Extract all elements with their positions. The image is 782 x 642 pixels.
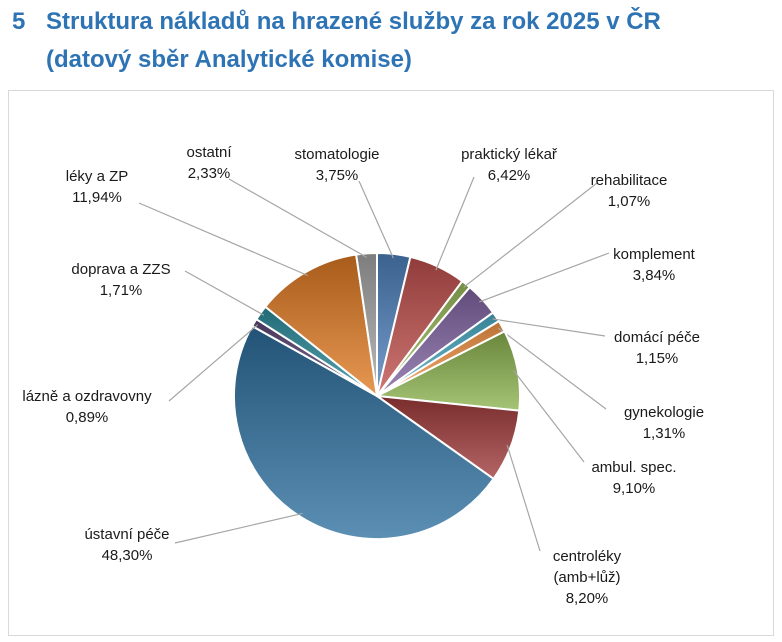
heading-title: Struktura nákladů na hrazené služby za r… [46,8,661,35]
data-label-stomatologie: stomatologie 3,75% [294,146,379,184]
leader-line-stomatologie [358,180,394,259]
leader-line-leky-a-zp [138,202,309,277]
leader-line-rehabilitace [463,182,598,288]
leader-line-lazne-a-ozdravovny [168,324,259,402]
data-label-ambul-spec: ambul. spec. 9,10% [591,459,676,497]
data-label-domaci-pece: domácí péče 1,15% [614,329,700,367]
data-label-prakticky-lekar: praktický lékař 6,42% [461,146,558,184]
leader-line-domaci-pece [492,318,606,337]
pie-chart: stomatologie 3,75% praktický lékař 6,42% reh… [22,144,704,607]
data-label-komplement: komplement 3,84% [613,246,696,284]
pie-slice-ambul-spec [373,330,521,412]
leader-line-doprava-a-zzs [184,270,265,316]
leader-line-centroleky [506,444,541,552]
data-label-gynekologie: gynekologie 1,31% [624,404,704,442]
data-label-ustavni-pece: ústavní péče 48,30% [84,526,169,564]
data-label-lazne-a-ozdravovny: lázně a ozdravovny 0,89% [22,388,152,426]
leader-line-ambul-spec [513,370,585,463]
leader-line-prakticky-lekar [435,176,475,271]
pie-slice-ustavni-pece [233,324,495,541]
data-label-centroleky: centroléky (amb+lůž) 8,20% [553,548,622,607]
leader-line-ostatni [228,178,368,258]
leader-line-gynekologie [497,327,607,410]
data-label-rehabilitace: rehabilitace 1,07% [591,172,668,210]
data-label-ostatni: ostatní 2,33% [186,144,232,182]
leader-line-komplement [479,252,610,303]
pie-slice-ostatni [355,251,378,397]
data-label-leky-a-zp: léky a ZP 11,94% [66,168,129,206]
leader-line-ustavni-pece [174,512,303,544]
heading-subtitle: (datový sběr Analytické komise) [46,46,412,73]
pie-slice-leky-a-zp [263,253,379,399]
data-label-doprava-a-zzs: doprava a ZZS 1,71% [71,261,170,299]
section-number: 5 [12,8,26,35]
chart-frame: stomatologie 3,75% praktický lékař 6,42% reh… [8,90,774,636]
